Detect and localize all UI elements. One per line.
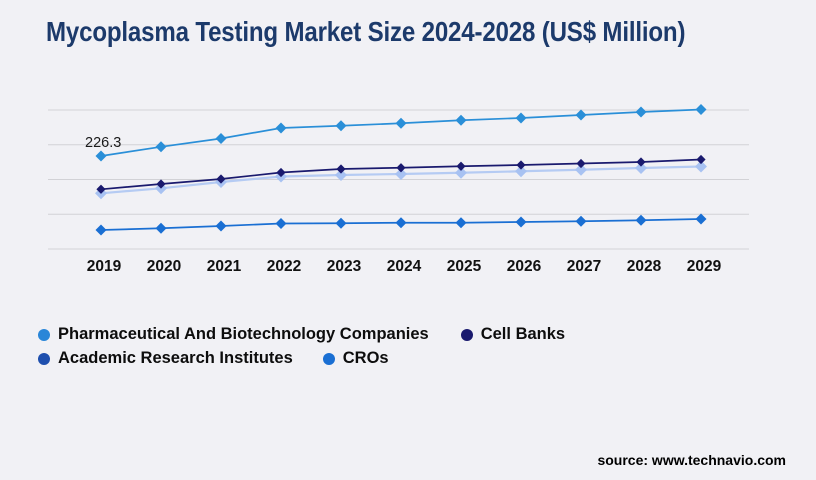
data-point-marker xyxy=(395,117,407,129)
data-point-marker xyxy=(215,133,227,144)
data-point-marker xyxy=(515,112,527,124)
source-attribution: source: www.technavio.com xyxy=(597,452,786,468)
legend-item-label: Academic Research Institutes xyxy=(58,349,293,367)
data-point-marker xyxy=(695,213,707,225)
data-point-marker xyxy=(696,154,706,165)
data-point-marker xyxy=(575,109,587,121)
series-line xyxy=(100,108,702,157)
data-point-marker xyxy=(335,169,347,181)
data-point-marker xyxy=(695,104,707,115)
data-point-marker xyxy=(515,216,527,228)
data-point-marker xyxy=(635,214,647,226)
data-point-marker xyxy=(155,141,167,153)
data-point-marker xyxy=(276,167,286,178)
data-point-marker xyxy=(155,222,167,234)
legend-item-label: Cell Banks xyxy=(480,325,566,343)
data-point-marker xyxy=(635,162,647,174)
legend-item-academic[interactable]: Academic Research Institutes xyxy=(38,349,293,368)
data-point-marker xyxy=(636,157,646,167)
data-point-marker xyxy=(575,163,587,176)
data-point-marker xyxy=(95,150,107,162)
data-point-marker xyxy=(215,220,227,232)
data-point-marker xyxy=(516,160,526,170)
legend-row: Academic Research Institutes CROs xyxy=(38,349,778,368)
data-point-marker xyxy=(455,217,467,229)
x-axis-tick-label: 2022 xyxy=(267,258,301,275)
data-point-marker xyxy=(576,158,586,169)
data-point-marker xyxy=(335,217,347,229)
legend-item-cros[interactable]: CROs xyxy=(322,349,389,368)
data-point-marker xyxy=(335,120,347,132)
x-axis-tick-label: 2020 xyxy=(147,258,181,275)
x-axis-tick-label: 2019 xyxy=(87,258,122,275)
data-point-marker xyxy=(156,179,166,189)
legend-dot-icon xyxy=(38,352,50,365)
data-point-marker xyxy=(396,163,406,173)
data-point-marker xyxy=(456,161,466,171)
data-point-marker xyxy=(395,217,407,229)
x-axis-tick-label: 2027 xyxy=(567,258,601,275)
x-axis-tick-label: 2021 xyxy=(207,258,242,275)
data-point-marker xyxy=(455,114,467,126)
data-point-marker xyxy=(635,106,647,118)
data-point-marker xyxy=(96,184,106,194)
legend-dot-icon xyxy=(322,352,335,365)
chart-legend: Pharmaceutical And Biotechnology Compani… xyxy=(38,325,778,373)
data-point-marker xyxy=(95,224,107,236)
data-point-marker xyxy=(336,164,346,174)
data-point-marker xyxy=(515,165,527,178)
x-axis-tick-label: 2029 xyxy=(687,258,722,275)
x-axis-tick-label: 2028 xyxy=(627,258,662,275)
legend-item-label: Pharmaceutical And Biotechnology Compani… xyxy=(58,325,429,343)
x-axis-tick-label: 2025 xyxy=(447,258,482,275)
data-point-label: 226.3 xyxy=(85,135,121,151)
data-point-marker xyxy=(695,160,707,173)
data-point-marker xyxy=(275,122,287,134)
x-axis-tick-label: 2024 xyxy=(387,258,422,275)
legend-item-cell-banks[interactable]: Cell Banks xyxy=(460,325,566,344)
data-point-marker xyxy=(575,215,587,227)
legend-item-label: CROs xyxy=(342,349,389,367)
chart-title: Mycoplasma Testing Market Size 2024-2028… xyxy=(46,16,686,47)
data-point-marker xyxy=(216,174,226,184)
data-point-marker xyxy=(395,168,407,180)
x-axis-tick-label: 2023 xyxy=(327,258,362,275)
legend-dot-icon xyxy=(38,328,50,341)
legend-row: Pharmaceutical And Biotechnology Compani… xyxy=(38,325,778,344)
data-point-marker xyxy=(455,166,467,179)
x-axis-tick-label: 2026 xyxy=(507,258,542,275)
legend-item-pharmaceutical[interactable]: Pharmaceutical And Biotechnology Compani… xyxy=(38,325,429,344)
data-point-marker xyxy=(275,218,287,229)
legend-dot-icon xyxy=(460,328,473,341)
market-size-line-chart: 226.3 2019 2020 2021 2022 2023 2024 2025 2026 202… xyxy=(48,104,749,275)
